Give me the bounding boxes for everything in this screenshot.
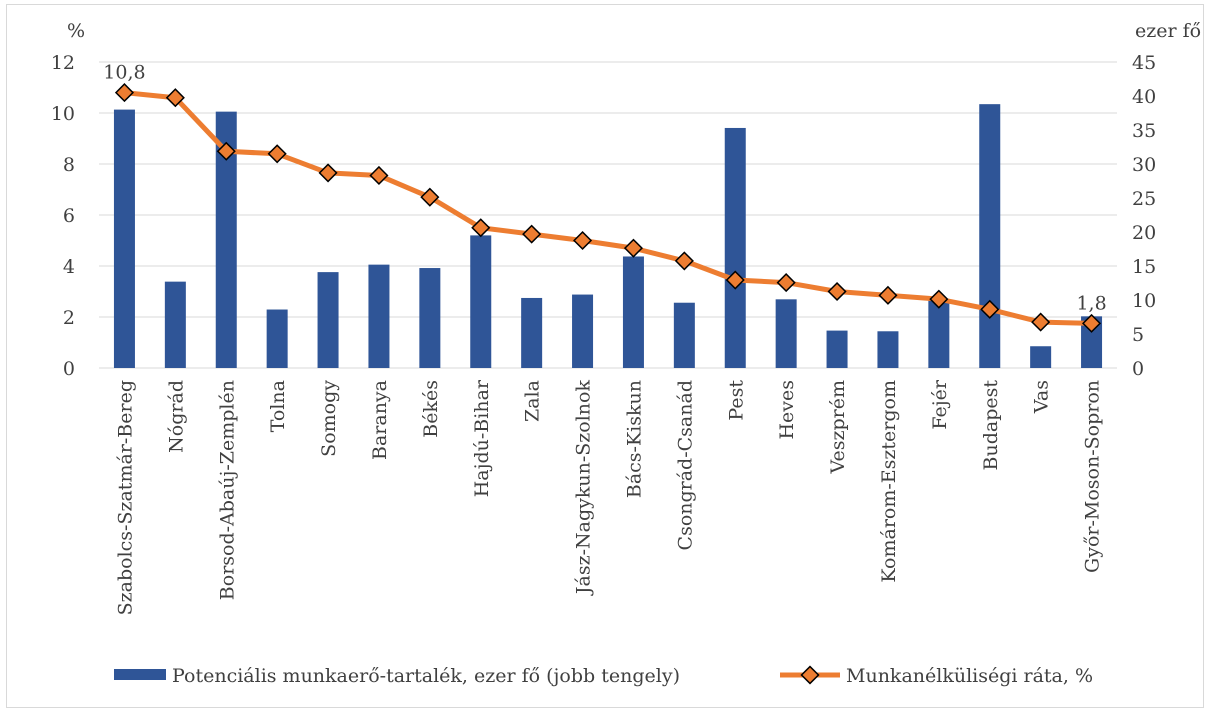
- right-axis-ticks: 0 5 10 15 20 25 30 35 40 45: [1132, 52, 1156, 380]
- left-tick-label: 2: [63, 307, 75, 329]
- bar: [215, 111, 237, 368]
- data-label: 10,8: [103, 62, 145, 84]
- point: [1031, 312, 1051, 332]
- right-tick-label: 0: [1132, 358, 1144, 380]
- data-label: 1,8: [1076, 292, 1106, 314]
- chart: 0 2 4 6 8 10 12 0 5 10 15 20 25 30 35 40 45 % ezer fő 1…: [51, 20, 1201, 687]
- point: [725, 270, 745, 290]
- point: [776, 273, 796, 293]
- bar: [572, 294, 594, 368]
- bar: [1081, 316, 1103, 368]
- point: [980, 299, 1000, 319]
- point: [623, 238, 643, 258]
- series-line: [121, 90, 1095, 326]
- left-tick-label: 4: [63, 256, 75, 278]
- left-tick-label: 0: [63, 358, 75, 380]
- bar: [368, 264, 390, 368]
- category-label: Tolna: [267, 380, 289, 432]
- category-label: Pest: [725, 380, 747, 421]
- category-label: Hajdú-Bihar: [471, 379, 493, 497]
- point: [369, 165, 389, 186]
- left-tick-label: 10: [51, 103, 75, 125]
- point: [522, 224, 542, 244]
- legend: Potenciális munkaerő-tartalék, ezer fő (…: [114, 665, 1093, 687]
- bar: [419, 268, 441, 368]
- bar: [164, 281, 186, 368]
- left-axis-ticks: 0 2 4 6 8 10 12: [51, 52, 75, 380]
- bar-series: [113, 104, 1103, 369]
- category-label: Békés: [420, 380, 442, 438]
- right-tick-label: 5: [1132, 324, 1144, 346]
- category-label: Somogy: [318, 380, 340, 457]
- category-label: Zala: [522, 380, 544, 422]
- point: [267, 144, 287, 164]
- bar: [877, 331, 899, 368]
- category-labels: Szabolcs-Szatmár-Bereg Nógrád Borsod-Abaúj…: [114, 379, 1103, 615]
- chart-frame: 0 2 4 6 8 10 12 0 5 10 15 20 25 30 35 40 45 % ezer fő 1…: [6, 4, 1204, 708]
- bar: [673, 302, 695, 368]
- bar: [724, 127, 746, 369]
- left-axis-unit: %: [67, 20, 85, 42]
- left-tick-label: 12: [51, 52, 75, 74]
- category-label: Baranya: [369, 380, 391, 460]
- point: [165, 88, 185, 108]
- category-label: Fejér: [929, 379, 951, 430]
- left-tick-label: 8: [63, 154, 75, 176]
- category-label: Bács-Kiskun: [623, 380, 645, 498]
- point: [318, 163, 338, 183]
- line-series: [121, 90, 1095, 326]
- category-label: Jász-Nagykun-Szolnok: [573, 380, 595, 597]
- point: [929, 289, 949, 309]
- point: [674, 251, 694, 271]
- legend-line-marker: [800, 665, 820, 685]
- bar: [979, 104, 1001, 368]
- category-label: Vas: [1031, 380, 1053, 414]
- bar: [928, 300, 950, 368]
- point: [878, 285, 898, 305]
- point: [471, 218, 491, 238]
- bar: [317, 272, 339, 368]
- gridlines: [99, 61, 1117, 369]
- category-label: Komárom-Esztergom: [878, 380, 900, 583]
- bar: [826, 330, 848, 368]
- category-label: Heves: [776, 380, 798, 440]
- right-tick-label: 10: [1132, 290, 1156, 312]
- left-tick-label: 6: [63, 205, 75, 227]
- legend-bar-label: Potenciális munkaerő-tartalék, ezer fő (…: [172, 665, 680, 687]
- point: [1082, 313, 1102, 333]
- bar: [1030, 346, 1052, 368]
- category-label: Nógrád: [165, 380, 187, 453]
- right-tick-label: 40: [1132, 86, 1156, 108]
- category-label: Borsod-Abaúj-Zemplén: [216, 380, 238, 600]
- point: [216, 141, 236, 161]
- bar: [113, 109, 135, 368]
- line-markers: [114, 83, 1102, 333]
- category-label: Budapest: [980, 380, 1002, 471]
- right-tick-label: 45: [1132, 52, 1156, 74]
- legend-bar-swatch: [114, 669, 166, 680]
- point: [114, 83, 134, 103]
- legend-line-label: Munkanélküliségi ráta, %: [846, 665, 1093, 687]
- right-axis-unit: ezer fő: [1135, 20, 1201, 42]
- right-tick-label: 15: [1132, 256, 1156, 278]
- bar: [521, 297, 543, 368]
- data-labels: 10,8 1,8: [103, 62, 1106, 315]
- right-tick-label: 25: [1132, 188, 1156, 210]
- point: [420, 187, 440, 207]
- bar: [775, 299, 797, 368]
- right-tick-label: 20: [1132, 222, 1156, 244]
- category-label: Veszprém: [827, 380, 849, 475]
- point: [573, 230, 593, 251]
- bar: [266, 309, 288, 368]
- bar: [622, 256, 644, 368]
- bar: [470, 235, 492, 368]
- category-label: Győr-Moson-Sopron: [1082, 380, 1104, 573]
- category-label: Csongrád-Csanád: [674, 380, 696, 550]
- right-tick-label: 35: [1132, 120, 1156, 142]
- point: [827, 281, 847, 302]
- category-label: Szabolcs-Szatmár-Bereg: [114, 380, 136, 615]
- right-tick-label: 30: [1132, 154, 1156, 176]
